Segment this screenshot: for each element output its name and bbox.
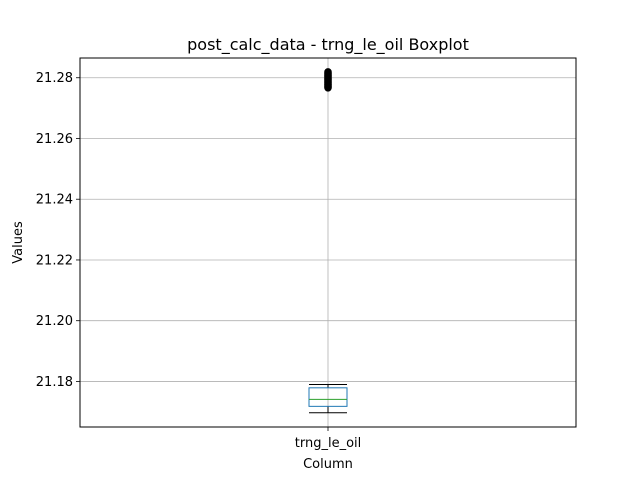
x-axis-label: Column bbox=[303, 457, 353, 472]
y-tick-label: 21.22 bbox=[36, 253, 73, 268]
y-axis-ticks: 21.18 21.20 21.22 21.24 21.26 21.28 bbox=[36, 71, 80, 390]
x-axis-ticks: trng_le_oil bbox=[295, 427, 362, 451]
y-tick-label: 21.26 bbox=[36, 132, 73, 147]
x-tick-label: trng_le_oil bbox=[295, 436, 362, 451]
chart-title: post_calc_data - trng_le_oil Boxplot bbox=[187, 35, 469, 55]
outlier-point bbox=[324, 68, 332, 76]
iqr-box bbox=[308, 387, 348, 407]
outlier-layer bbox=[324, 68, 332, 92]
y-tick-label: 21.28 bbox=[36, 71, 73, 86]
box-layer bbox=[308, 383, 348, 414]
y-tick-label: 21.24 bbox=[36, 193, 73, 208]
y-tick-label: 21.18 bbox=[36, 375, 73, 390]
y-tick-label: 21.20 bbox=[36, 314, 73, 329]
y-axis-label: Values bbox=[11, 221, 26, 264]
